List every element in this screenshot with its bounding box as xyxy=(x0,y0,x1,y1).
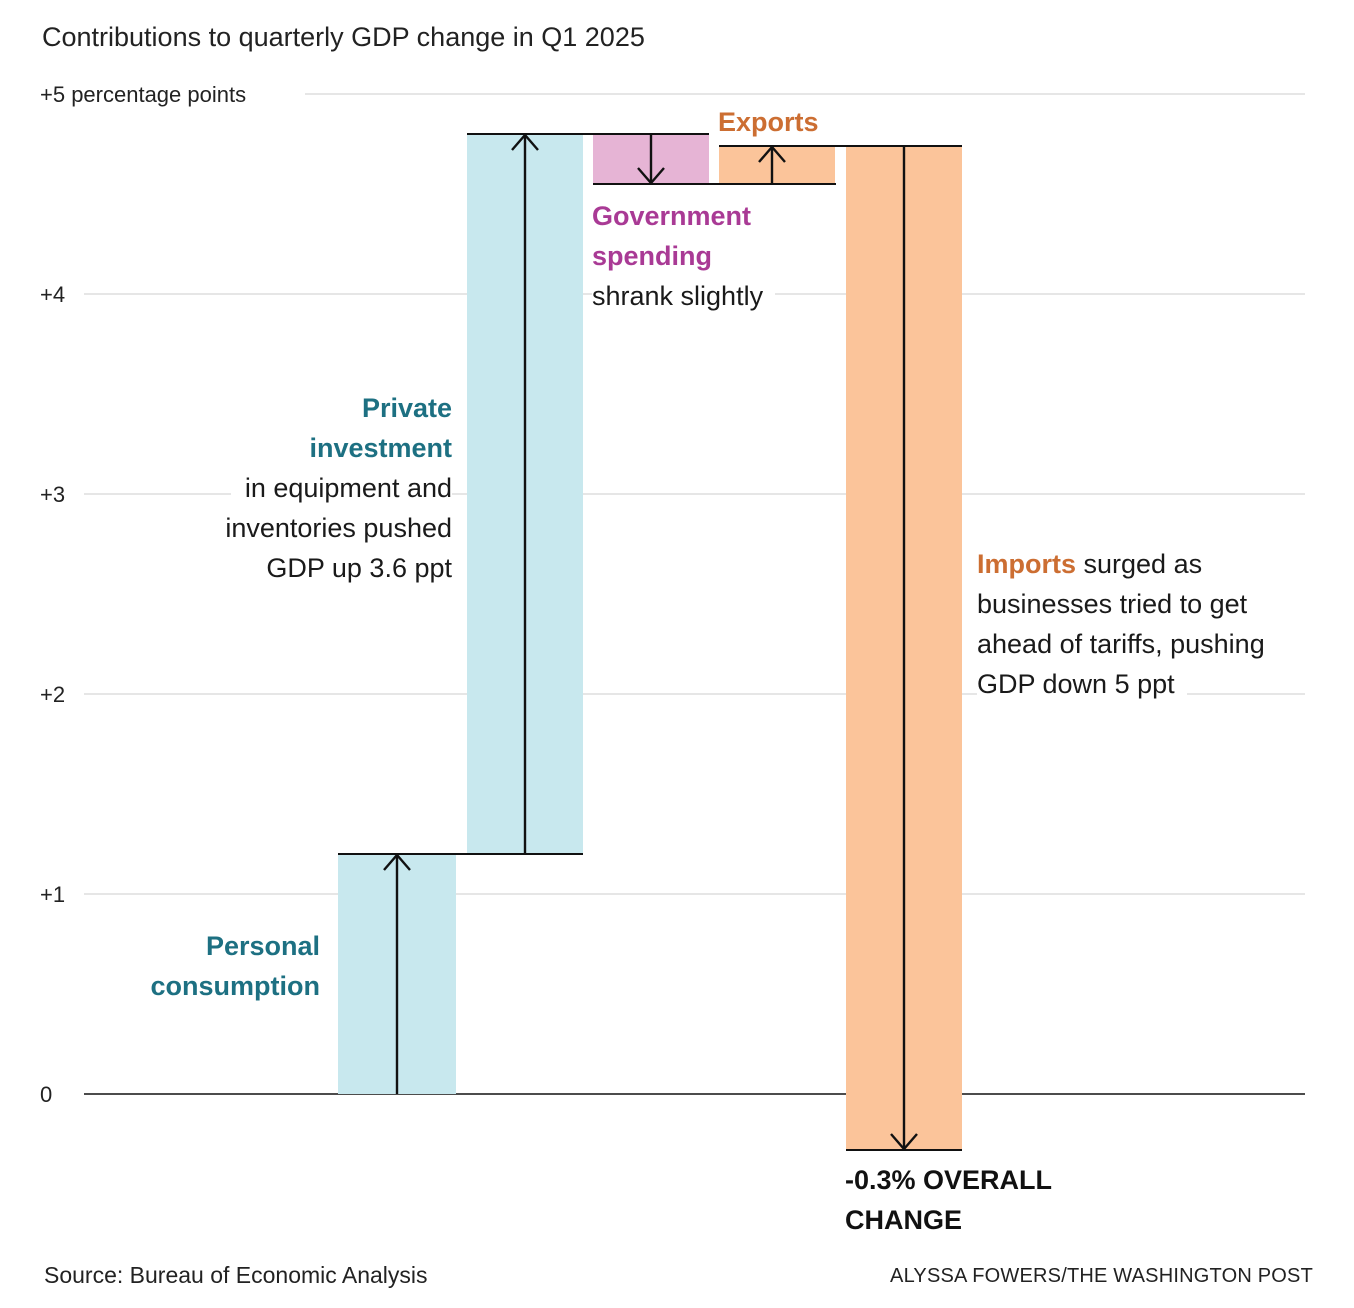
consumption-label-2: consumption xyxy=(150,971,321,1001)
arrow-exports-head xyxy=(758,145,786,163)
chart-title: Contributions to quarterly GDP change in… xyxy=(42,22,645,52)
government-note: shrank slightly xyxy=(592,276,776,316)
y-tick-label: +1 xyxy=(40,882,65,907)
y-tick-label: +3 xyxy=(40,482,65,507)
imports-annotation: Imports surged as businesses tried to ge… xyxy=(977,544,1265,704)
investment-note-1: in equipment and xyxy=(190,468,452,508)
arrows xyxy=(338,133,962,1151)
credit-line: ALYSSA FOWERS/THE WASHINGTON POST xyxy=(890,1265,1313,1287)
y-tick-label: +5 percentage points xyxy=(40,82,246,107)
government-annotation: Government spending shrank slightly xyxy=(592,196,776,316)
y-tick-labels: 0 +1 +2 +3 +4 +5 percentage points xyxy=(40,82,246,1107)
investment-label-2: investment xyxy=(309,433,452,463)
y-tick-label: +2 xyxy=(40,682,65,707)
arrow-imports-head xyxy=(890,1133,918,1151)
imports-label: Imports xyxy=(977,549,1077,579)
investment-annotation: Private investment in equipment and inve… xyxy=(190,388,452,588)
arrow-government-head xyxy=(637,167,665,185)
investment-label-1: Private xyxy=(361,393,452,423)
arrow-consumption-head xyxy=(383,853,411,871)
total-line-1: -0.3% OVERALL xyxy=(845,1165,1053,1195)
imports-line-4: GDP down 5 ppt xyxy=(977,664,1265,704)
investment-note-3: GDP up 3.6 ppt xyxy=(266,553,452,583)
total-line-2: CHANGE xyxy=(845,1205,963,1235)
y-tick-label: +4 xyxy=(40,282,65,307)
government-label-2: spending xyxy=(592,241,712,271)
total-annotation: -0.3% OVERALL CHANGE xyxy=(845,1160,1052,1240)
government-label-1: Government xyxy=(592,201,752,231)
imports-line-2: businesses tried to get xyxy=(977,589,1248,619)
consumption-annotation: Personal consumption xyxy=(130,926,321,1006)
y-tick-label: 0 xyxy=(40,1082,52,1107)
imports-line-1: Imports surged as xyxy=(977,549,1203,579)
investment-note-2: inventories pushed xyxy=(225,513,452,543)
arrow-investment-head xyxy=(511,133,539,151)
exports-label: Exports xyxy=(718,107,819,137)
consumption-label-1: Personal xyxy=(205,931,320,961)
imports-line-3: ahead of tariffs, pushing xyxy=(977,629,1265,659)
source-note: Source: Bureau of Economic Analysis xyxy=(44,1262,428,1288)
exports-annotation: Exports xyxy=(718,102,819,142)
